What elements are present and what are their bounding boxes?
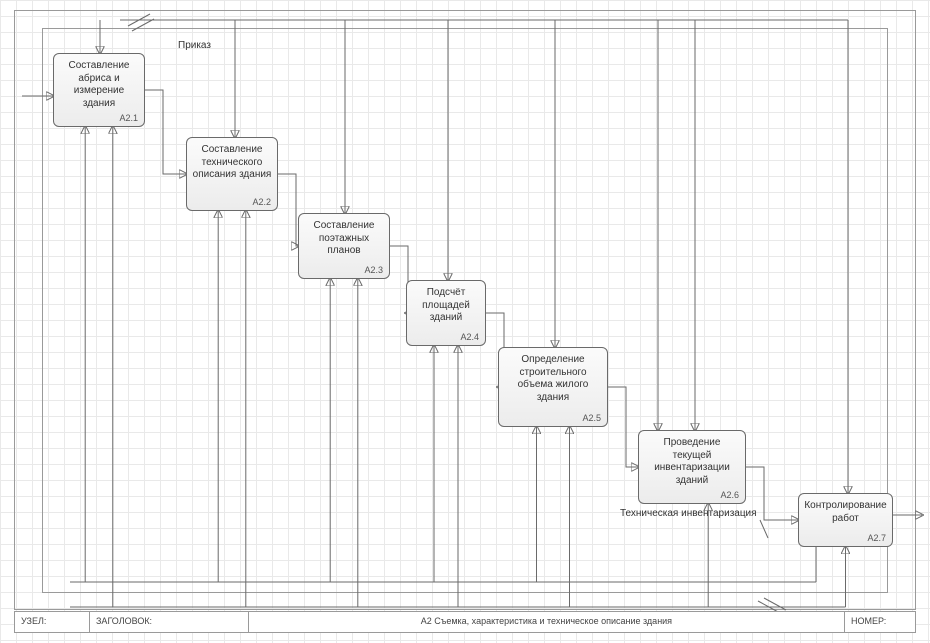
node-tag: A2.2 [252, 197, 271, 208]
node-label: Составление технического описания здания [191, 144, 273, 182]
node-label: Составление поэтажных планов [303, 220, 385, 258]
node-A2-2: Составление технического описания здания… [186, 137, 278, 211]
node-A2-5: Определение строительного объема жилого … [498, 347, 608, 427]
diagram-canvas: Составление абриса и измерение здания A2.… [0, 0, 930, 643]
footer-nomer: НОМЕР: [845, 612, 915, 632]
node-tag: A2.5 [582, 413, 601, 424]
node-label: Подсчёт площадей зданий [411, 287, 481, 325]
node-label: Составление абриса и измерение здания [58, 60, 140, 110]
node-label: Определение строительного объема жилого … [503, 354, 603, 404]
node-tag: A2.1 [119, 113, 138, 124]
node-A2-7: Контролирование работ A2.7 [798, 493, 893, 547]
title-block: УЗЕЛ: ЗАГОЛОВОК: А2 Съемка, характеристи… [14, 611, 916, 633]
node-A2-3: Составление поэтажных планов A2.3 [298, 213, 390, 279]
node-tag: A2.4 [460, 332, 479, 343]
node-label: Контролирование работ [803, 500, 888, 525]
node-A2-4: Подсчёт площадей зданий A2.4 [406, 280, 486, 346]
node-tag: A2.3 [364, 265, 383, 276]
mechanism-label: Техническая инвентаризация [620, 508, 757, 519]
node-tag: A2.6 [720, 490, 739, 501]
node-label: Проведение текущей инвентаризации зданий [643, 437, 741, 487]
mechanism-label-text: Техническая инвентаризация [620, 508, 757, 519]
footer-zag: ЗАГОЛОВОК: [90, 612, 249, 632]
footer-uzel: УЗЕЛ: [15, 612, 90, 632]
node-tag: A2.7 [867, 533, 886, 544]
footer-title: А2 Съемка, характеристика и техническое … [249, 612, 845, 632]
control-input-label: Приказ [178, 40, 211, 51]
node-A2-6: Проведение текущей инвентаризации зданий… [638, 430, 746, 504]
node-A2-1: Составление абриса и измерение здания A2.… [53, 53, 145, 127]
